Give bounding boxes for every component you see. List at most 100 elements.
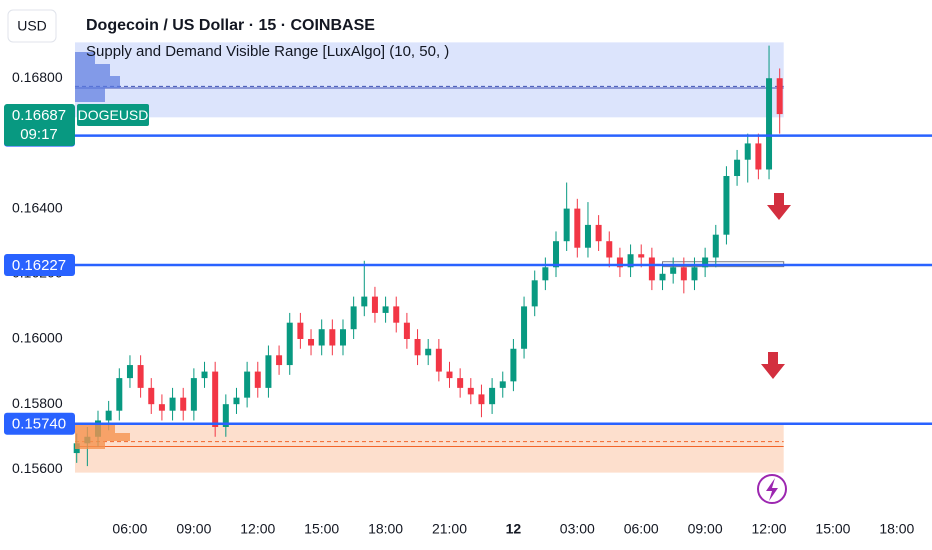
candle-body [734, 159, 741, 177]
x-tick-label: 15:00 [304, 521, 339, 537]
candle-body [510, 348, 517, 382]
candle-body [286, 322, 293, 366]
zone [75, 42, 784, 118]
x-tick-label: 09:00 [176, 521, 211, 537]
down-arrow [767, 193, 791, 220]
candle-body [222, 404, 229, 427]
candle-body [116, 378, 123, 411]
candle-body [680, 267, 687, 281]
x-tick-label: 12 [506, 521, 522, 537]
volume-profile [75, 52, 130, 449]
candle-body [393, 306, 400, 323]
candle-body [574, 208, 581, 248]
x-tick-label: 18:00 [879, 521, 914, 537]
candle-body [499, 381, 506, 388]
candle-body [702, 257, 709, 268]
y-tick-label: 0.15800 [12, 395, 63, 411]
level-label-bg [4, 253, 75, 276]
x-tick-label: 12:00 [240, 521, 275, 537]
candle-body [744, 143, 751, 160]
candle-body [371, 296, 378, 313]
y-tick-label: 0.15600 [12, 460, 63, 476]
candle-body [244, 371, 251, 398]
zone [75, 423, 784, 473]
last-price-bg [4, 104, 75, 147]
candle-body [105, 410, 112, 421]
candle-body [361, 296, 368, 307]
candle-body [339, 329, 346, 346]
x-tick-label: 15:00 [815, 521, 850, 537]
currency-button[interactable] [7, 9, 57, 43]
candle-body [126, 365, 133, 379]
symbol-bg [77, 104, 149, 127]
x-tick-label: 06:00 [112, 521, 147, 537]
candle-body [254, 371, 261, 388]
last-price: 0.16687 [12, 107, 66, 124]
candle-body [776, 78, 783, 115]
x-tick-label: 09:00 [688, 521, 723, 537]
chart-title: Dogecoin / US Dollar · 15 · COINBASE [86, 17, 375, 34]
chart-subtitle: Supply and Demand Visible Range [LuxAlgo… [86, 43, 449, 60]
candle-body [329, 329, 336, 346]
candle-body [201, 371, 208, 379]
candle-body [563, 208, 570, 242]
candle-body [446, 371, 453, 379]
candle-body [414, 338, 421, 356]
candle-body [169, 397, 176, 411]
down-arrow [761, 352, 785, 379]
x-tick-label: 21:00 [432, 521, 467, 537]
level-label: 0.16227 [12, 257, 66, 274]
candle-body [691, 267, 698, 281]
candle-body [606, 241, 613, 258]
candle-body [297, 322, 304, 339]
candle-body [158, 404, 165, 411]
candle-body [382, 306, 389, 313]
candle-body [180, 397, 187, 411]
candle-body [595, 224, 602, 242]
candle-body [190, 378, 197, 411]
x-tick-label: 18:00 [368, 521, 403, 537]
candle-body [233, 397, 240, 405]
level-label: 0.15740 [12, 416, 66, 433]
candle-body [638, 254, 645, 258]
level-label-bg [4, 412, 75, 435]
candle-body [276, 355, 283, 366]
candle-body [531, 280, 538, 307]
x-tick-label: 03:00 [560, 521, 595, 537]
candle-body [766, 78, 773, 170]
candle-body [148, 387, 155, 405]
y-tick-label: 0.16400 [12, 199, 63, 215]
currency: USD [17, 18, 47, 34]
candle-body [489, 387, 496, 405]
candle-body [648, 257, 655, 281]
x-tick-label: 06:00 [624, 521, 659, 537]
candle-body [137, 365, 144, 388]
candle-body [425, 348, 432, 356]
candle-body [553, 241, 560, 268]
candle-body [755, 143, 762, 170]
countdown: 09:17 [20, 126, 58, 143]
candle-body [616, 257, 623, 268]
x-tick-label: 12:00 [752, 521, 787, 537]
candle-body [212, 371, 219, 427]
candle-body [521, 306, 528, 349]
lightning-icon[interactable] [757, 474, 787, 504]
symbol: DOGEUSD [78, 107, 149, 123]
candle-body [265, 355, 272, 388]
y-tick-label: 0.16800 [12, 69, 63, 85]
candle-body [478, 394, 485, 405]
candle-body [723, 176, 730, 235]
y-tick-label: 0.16000 [12, 330, 63, 346]
candle-body [308, 338, 315, 346]
candle-body [584, 224, 591, 248]
candle-body [457, 378, 464, 388]
candle-body [627, 254, 634, 268]
candle-body [403, 322, 410, 339]
candle-body [435, 348, 442, 372]
candle-body [712, 234, 719, 258]
candle-body [467, 387, 474, 395]
candle-body [670, 267, 677, 274]
candle-body [350, 306, 357, 330]
candle-body [542, 267, 549, 281]
